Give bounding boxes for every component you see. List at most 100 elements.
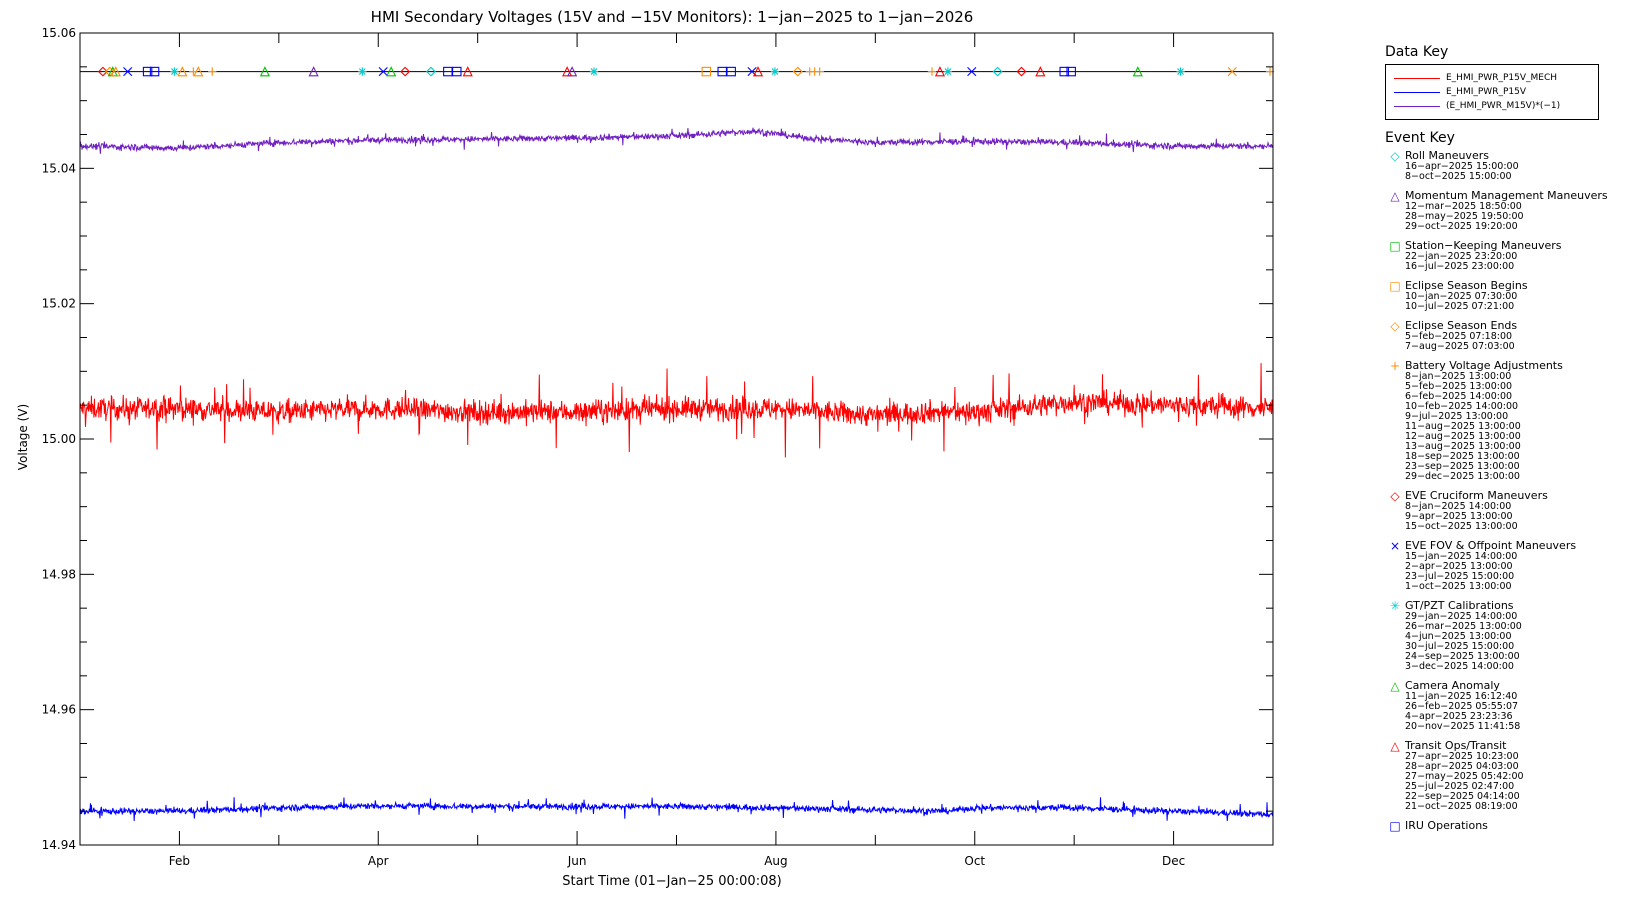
legend-label: (E_HMI_PWR_M15V)*(−1) [1446,101,1561,111]
event-name: EVE Cruciform Maneuvers [1405,489,1548,502]
event-date: 1−oct−2025 13:00:00 [1405,581,1512,592]
y-tick-label: 15.00 [42,432,76,446]
event-key-group: □ Eclipse Season Begins 10−jan−2025 07:30:… [1385,280,1647,312]
event-marker-x [967,66,977,77]
event-marker-diamond [425,66,436,77]
event-marker-triangle [1132,66,1143,77]
event-name: IRU Operations [1405,819,1488,832]
event-date: 6−feb−2025 14:00:00 [1405,391,1513,402]
event-date: 2−apr−2025 13:00:00 [1405,561,1513,572]
event-date: 18−sep−2025 13:00:00 [1405,451,1520,462]
event-date: 8−oct−2025 15:00:00 [1405,171,1512,182]
series-line-2 [79,127,1274,154]
event-date: 8−jan−2025 14:00:00 [1405,501,1512,512]
event-marker-diamond [1016,66,1027,77]
event-date: 22−jan−2025 23:20:00 [1405,251,1518,262]
legend-entry: (E_HMI_PWR_M15V)*(−1) [1394,99,1590,113]
event-marker-plus [208,67,217,76]
event-marker-triangle [308,66,319,77]
event-key-group: △ Transit Ops/Transit 27−apr−2025 10:23:00… [1385,740,1647,812]
event-marker-star [1176,67,1185,76]
event-symbol-icon: × [1389,539,1401,553]
event-date: 3−dec−2025 14:00:00 [1405,661,1514,672]
event-date: 11−aug−2025 13:00:00 [1405,421,1521,432]
event-marker-triangle [177,66,188,77]
x-axis-label: Start Time (01−Jan−25 00:00:08) [562,874,781,889]
event-symbol-icon: ◇ [1390,489,1400,503]
event-marker-triangle [259,66,271,77]
event-date: 16−apr−2025 15:00:00 [1405,161,1519,172]
legend-entry: E_HMI_PWR_P15V_MECH [1394,71,1590,85]
event-date: 29−oct−2025 19:20:00 [1405,221,1518,232]
event-date: 12−aug−2025 13:00:00 [1405,431,1521,442]
event-key-group: □ IRU Operations [1385,819,1647,833]
event-marker-square [452,66,462,77]
event-key-title: Event Key [1385,130,1455,146]
y-tick-label: 15.06 [42,26,76,40]
event-key-list: ◇ Roll Maneuvers 16−apr−2025 15:00:00 8−oct… [1385,149,1647,833]
event-marker-square [149,66,160,77]
event-date: 16−jul−2025 23:00:00 [1405,261,1515,272]
x-tick-label: Feb [169,854,190,868]
event-date: 28−apr−2025 04:03:00 [1405,761,1519,772]
event-marker-diamond [400,66,411,77]
event-name: Transit Ops/Transit [1405,739,1507,752]
event-symbol-icon: △ [1390,189,1400,203]
event-date: 5−feb−2025 07:18:00 [1405,331,1513,342]
y-tick-label: 14.94 [42,838,76,852]
event-symbol-icon: □ [1389,819,1401,833]
event-marker-star [770,67,780,76]
event-date: 29−jan−2025 14:00:00 [1405,611,1518,622]
event-marker-triangle [567,66,578,77]
event-key-group: × EVE FOV & Offpoint Maneuvers 15−jan−2025… [1385,540,1647,592]
x-tick-label: Apr [368,854,389,868]
event-date: 8−jan−2025 13:00:00 [1405,371,1512,382]
legend-label: E_HMI_PWR_P15V [1446,87,1526,97]
x-tick-label: Dec [1162,854,1185,868]
event-marker-square [142,66,153,77]
chart-title: HMI Secondary Voltages (15V and −15V Mon… [371,8,974,26]
event-marker-triangle [462,66,473,77]
event-marker-star [170,67,179,76]
event-symbol-icon: ◇ [1390,149,1400,163]
y-axis-label: Voltage (V) [16,404,30,470]
event-marker-star [589,67,599,76]
data-key-legend: E_HMI_PWR_P15V_MECH E_HMI_PWR_P15V (E_HMI_… [1385,64,1599,120]
event-date: 12−mar−2025 18:50:00 [1405,201,1522,212]
event-date: 13−aug−2025 13:00:00 [1405,441,1521,452]
event-key-group: + Battery Voltage Adjustments 8−jan−2025 1… [1385,360,1647,482]
event-date: 23−sep−2025 13:00:00 [1405,461,1520,472]
event-name: EVE FOV & Offpoint Maneuvers [1405,539,1577,552]
event-marker-star [943,67,953,76]
plot-frame [79,32,1274,846]
event-date: 10−feb−2025 14:00:00 [1405,401,1519,412]
event-symbol-icon: ◇ [1390,319,1400,333]
event-name: Battery Voltage Adjustments [1405,359,1563,372]
event-date: 22−sep−2025 04:14:00 [1405,791,1520,802]
event-marker-diamond [97,66,108,77]
event-date: 15−oct−2025 13:00:00 [1405,521,1518,532]
event-name: Station−Keeping Maneuvers [1405,239,1562,252]
event-date: 4−apr−2025 23:23:36 [1405,711,1513,722]
event-date: 7−aug−2025 07:03:00 [1405,341,1515,352]
legend-swatch [1394,105,1440,107]
event-date: 26−mar−2025 13:00:00 [1405,621,1522,632]
event-name: GT/PZT Calibrations [1405,599,1514,612]
event-key-group: ✳ GT/PZT Calibrations 29−jan−2025 14:00:00… [1385,600,1647,672]
event-marker-square [1059,66,1069,77]
event-marker-x [123,66,133,77]
event-marker-square [1066,66,1076,77]
event-marker-triangle [934,66,946,77]
axes: 14.94 14.96 14.98 15.00 15.02 15.04 15.06 Feb Ap… [42,26,1274,868]
event-marker-x [1227,66,1237,77]
event-name: Roll Maneuvers [1405,149,1489,162]
event-date: 20−nov−2025 11:41:58 [1405,721,1521,732]
event-marker-diamond [792,66,803,77]
event-date: 24−sep−2025 13:00:00 [1405,651,1520,662]
legend-label: E_HMI_PWR_P15V_MECH [1446,73,1557,83]
legend-entry: E_HMI_PWR_P15V [1394,85,1590,99]
y-tick-label: 15.04 [42,161,76,175]
event-date: 10−jan−2025 07:30:00 [1405,291,1518,302]
key-panel: Data Key E_HMI_PWR_P15V_MECH E_HMI_PWR_P1… [1385,44,1647,900]
event-marker-plus [815,67,824,76]
